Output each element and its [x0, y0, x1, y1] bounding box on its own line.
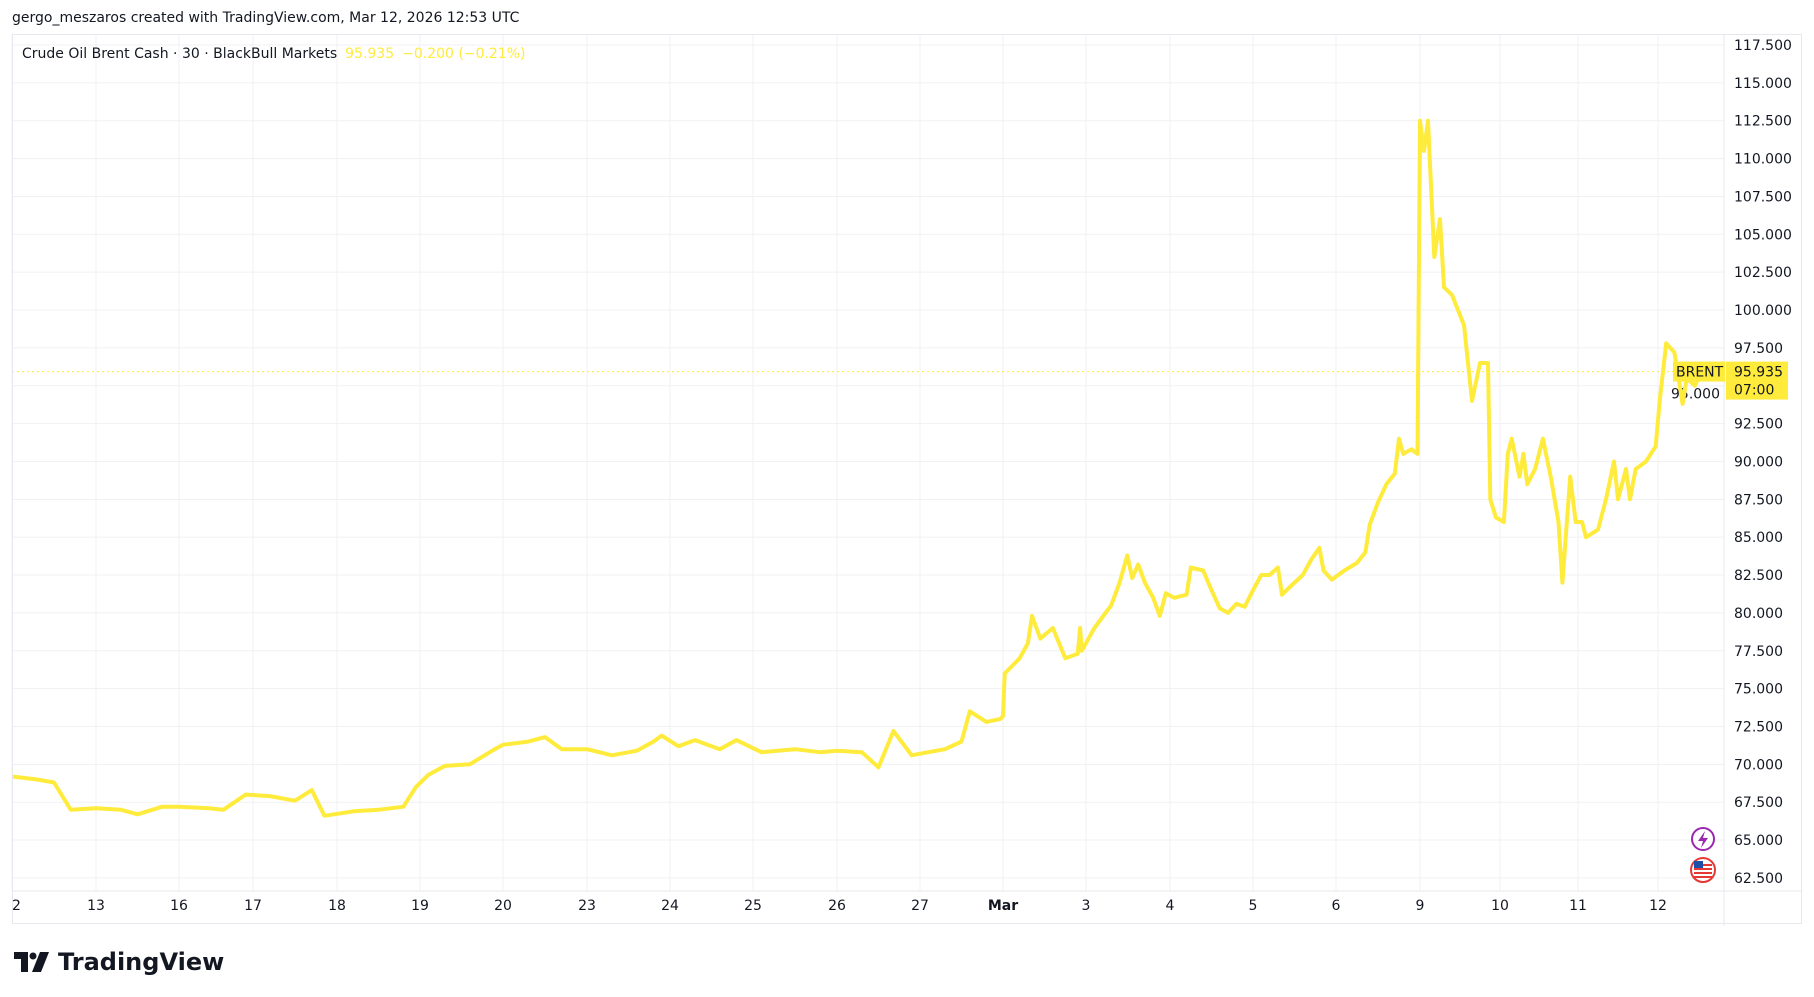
y-tick-label: 80.000	[1734, 606, 1783, 622]
x-tick-label: 16	[170, 898, 188, 914]
y-tick-label: 110.000	[1734, 152, 1792, 168]
ticker-tag	[1673, 361, 1725, 382]
y-tick-label: 117.500	[1734, 38, 1792, 54]
y-tick-label: 62.500	[1734, 871, 1783, 887]
x-tick-label: 19	[411, 898, 429, 914]
x-tick-label: 4	[1166, 898, 1175, 914]
y-tick-label: 72.500	[1734, 719, 1783, 735]
x-tick-label: 24	[661, 898, 679, 914]
y-tick-label: 100.000	[1734, 303, 1792, 319]
tradingview-logo-icon	[14, 952, 49, 972]
chart-credit: gergo_meszaros created with TradingView.…	[12, 10, 520, 26]
y-tick-label: 102.500	[1734, 265, 1792, 281]
last-price-tag-label: 95.935	[1734, 365, 1783, 381]
x-tick-label: 6	[1332, 898, 1341, 914]
y-tick-label: 82.500	[1734, 568, 1783, 584]
y-tick-label: 70.000	[1734, 757, 1783, 773]
x-tick-label: 27	[911, 898, 929, 914]
y-tick-label: 65.000	[1734, 833, 1783, 849]
last-price: 95.935	[345, 46, 395, 62]
y-tick-label: 90.000	[1734, 454, 1783, 470]
us-flag-stripe	[1694, 876, 1712, 878]
x-tick-label: Mar	[988, 898, 1018, 914]
chart-frame	[12, 34, 1802, 924]
x-tick-label: 2	[12, 898, 21, 914]
tradingview-logo[interactable]: TradingView	[14, 948, 224, 976]
x-tick-label: 26	[828, 898, 846, 914]
us-flag-stripe	[1694, 868, 1712, 870]
x-tick-label: 17	[244, 898, 262, 914]
ticker-tag-label: BRENT	[1676, 365, 1724, 381]
y-tick-label: 97.500	[1734, 341, 1783, 357]
y-tick-label: 115.000	[1734, 76, 1792, 92]
x-tick-label: 10	[1491, 898, 1509, 914]
x-tick-label: 3	[1082, 898, 1091, 914]
brand-name: TradingView	[58, 948, 225, 976]
x-tick-label: 20	[494, 898, 512, 914]
y-tick-label: 107.500	[1734, 189, 1792, 205]
us-flag-stripe	[1694, 872, 1712, 874]
x-tick-label: 9	[1416, 898, 1425, 914]
us-flag-canton	[1694, 861, 1703, 868]
x-tick-label: 11	[1569, 898, 1587, 914]
y-tick-label: 85.000	[1734, 530, 1783, 546]
y-tick-label: 75.000	[1734, 682, 1783, 698]
y-tick-label: 67.500	[1734, 795, 1783, 811]
last-price-tag	[1726, 361, 1788, 400]
symbol-legend[interactable]: Crude Oil Brent Cash · 30 · BlackBull Ma…	[22, 46, 526, 62]
x-tick-label: 5	[1249, 898, 1258, 914]
y-tick-label: 112.500	[1734, 114, 1792, 130]
x-tick-label: 12	[1649, 898, 1667, 914]
lightning-icon-glyph	[1698, 831, 1708, 848]
symbol-title: Crude Oil Brent Cash · 30 · BlackBull Ma…	[22, 46, 338, 62]
price-series-line	[11, 118, 1704, 818]
bar-countdown-label: 07:00	[1734, 383, 1774, 399]
x-tick-label: 13	[87, 898, 105, 914]
y-tick-label: 105.000	[1734, 227, 1792, 243]
price-change: −0.200 (−0.21%)	[402, 46, 526, 62]
x-tick-label: 23	[578, 898, 596, 914]
price-chart[interactable]: 62.500 65.000 67.500 70.000 72.500 75.000 77.5…	[0, 0, 1814, 940]
y-tick-label: 77.500	[1734, 644, 1783, 660]
y-tick-label: 87.500	[1734, 492, 1783, 508]
y-tick-label: 92.500	[1734, 417, 1783, 433]
x-tick-label: 18	[328, 898, 346, 914]
x-tick-label: 25	[744, 898, 762, 914]
